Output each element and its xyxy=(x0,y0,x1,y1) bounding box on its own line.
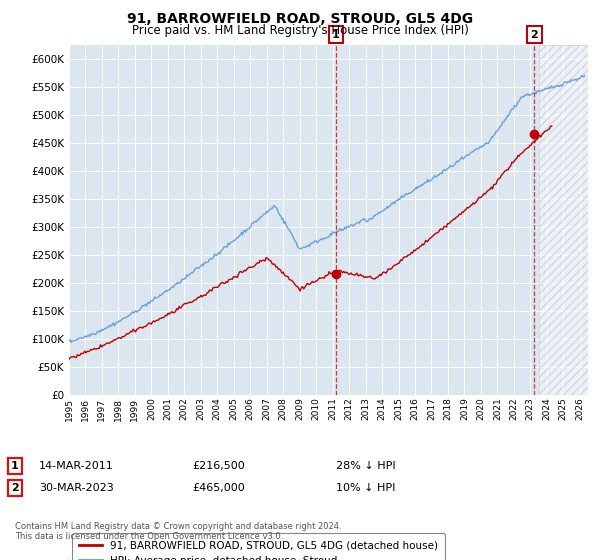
Text: £465,000: £465,000 xyxy=(192,483,245,493)
Text: £216,500: £216,500 xyxy=(192,461,245,471)
Text: 2: 2 xyxy=(11,483,19,493)
Text: 14-MAR-2011: 14-MAR-2011 xyxy=(39,461,114,471)
Text: 10% ↓ HPI: 10% ↓ HPI xyxy=(336,483,395,493)
Text: 91, BARROWFIELD ROAD, STROUD, GL5 4DG: 91, BARROWFIELD ROAD, STROUD, GL5 4DG xyxy=(127,12,473,26)
Text: 28% ↓ HPI: 28% ↓ HPI xyxy=(336,461,395,471)
Bar xyxy=(539,45,588,395)
Text: 30-MAR-2023: 30-MAR-2023 xyxy=(39,483,114,493)
Text: Price paid vs. HM Land Registry's House Price Index (HPI): Price paid vs. HM Land Registry's House … xyxy=(131,24,469,36)
Text: 1: 1 xyxy=(332,30,340,40)
Legend: 91, BARROWFIELD ROAD, STROUD, GL5 4DG (detached house), HPI: Average price, deta: 91, BARROWFIELD ROAD, STROUD, GL5 4DG (d… xyxy=(71,533,445,560)
Text: Contains HM Land Registry data © Crown copyright and database right 2024.
This d: Contains HM Land Registry data © Crown c… xyxy=(15,522,341,542)
Text: 1: 1 xyxy=(11,461,19,471)
Text: 2: 2 xyxy=(530,30,538,40)
Bar xyxy=(539,45,588,395)
